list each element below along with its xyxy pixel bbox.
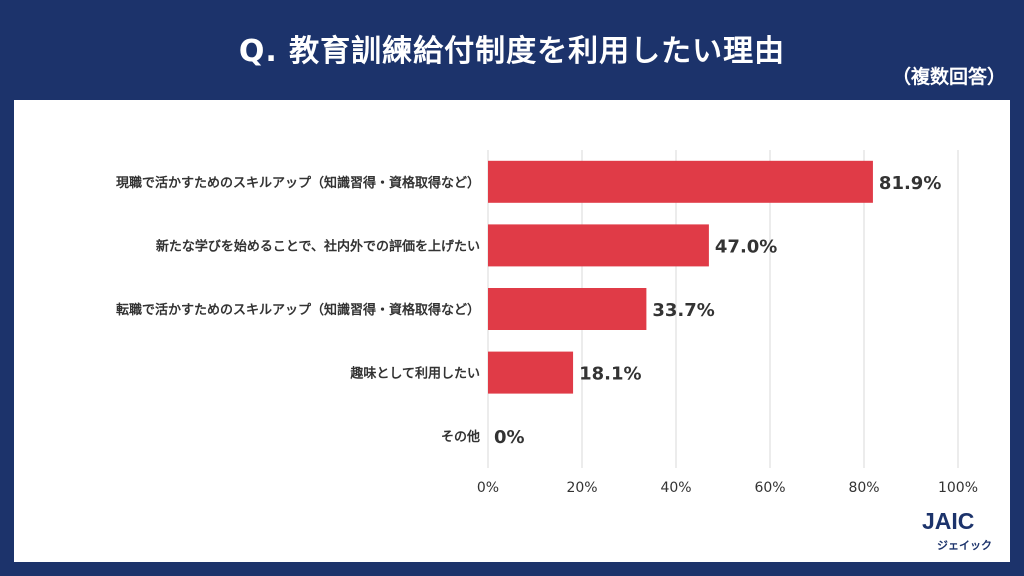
category-label: その他 (441, 429, 480, 445)
gridlines (487, 150, 959, 468)
x-tick-label: 100% (938, 480, 978, 496)
data-label: 33.7% (652, 300, 714, 321)
x-tick-label: 20% (566, 480, 597, 496)
labels: 0% 20% 40% 60% 80% 100% 現職で活かすためのスキルアップ（知識習得・資… (116, 173, 978, 496)
category-label: 現職で活かすためのスキルアップ（知識習得・資格取得など） (116, 175, 480, 191)
x-tick-label: 60% (754, 480, 785, 496)
logo-subtext: ジェイック (937, 539, 992, 552)
x-tick-label: 40% (660, 480, 691, 496)
data-label: 47.0% (715, 236, 777, 257)
page-title: Q. 教育訓練給付制度を利用したい理由 (238, 34, 786, 69)
bar (488, 160, 873, 203)
x-tick-label: 80% (848, 480, 879, 496)
data-label: 0% (494, 427, 525, 448)
data-label: 81.9% (879, 173, 941, 194)
page-subtitle: （複数回答） (891, 66, 1006, 88)
bars (488, 160, 873, 394)
bar (488, 224, 709, 267)
logo-text: JAIC (922, 508, 975, 534)
bar (488, 351, 574, 394)
category-label: 趣味として利用したい (349, 366, 480, 382)
data-label: 18.1% (579, 364, 641, 385)
jaic-logo: JAIC ジェイック (922, 508, 1002, 556)
bar (488, 288, 647, 330)
category-label: 新たな学びを始めることで、社内外での評価を上げたい (156, 238, 480, 254)
x-tick-label: 0% (477, 480, 499, 496)
category-label: 転職で活かすためのスキルアップ（知識習得・資格取得など） (116, 302, 480, 318)
